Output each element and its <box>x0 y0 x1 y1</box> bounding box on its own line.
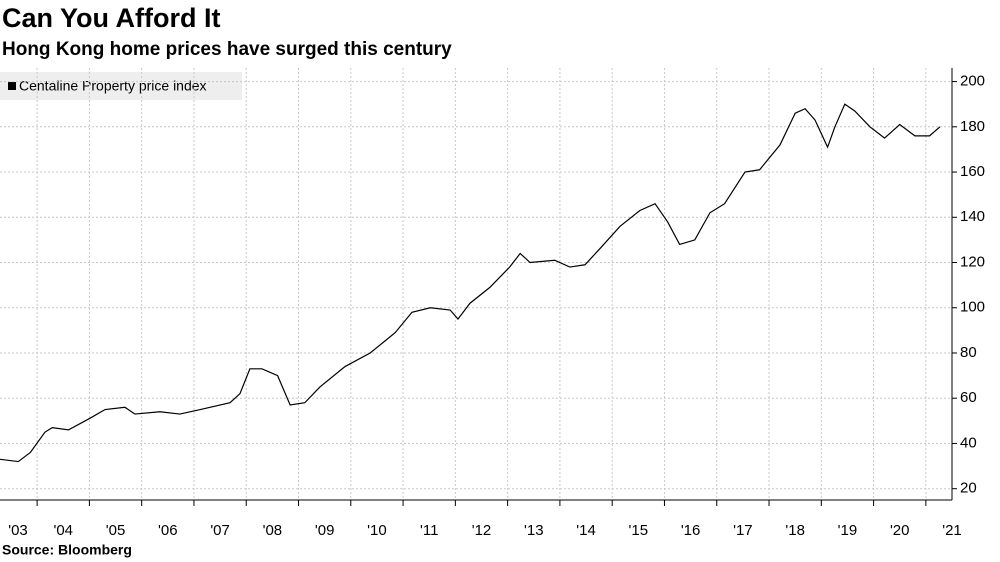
x-tick-label: '15 <box>629 522 649 539</box>
x-tick-label: '07 <box>210 522 230 539</box>
x-tick-label: '11 <box>420 522 438 539</box>
y-tick-label: 60 <box>960 389 977 406</box>
y-tick-label: 180 <box>960 118 985 135</box>
y-tick-label: 120 <box>960 253 985 270</box>
x-tick-label: '20 <box>890 522 910 539</box>
legend-swatch <box>8 82 16 90</box>
x-tick-label: '16 <box>681 522 701 539</box>
y-tick-label: 160 <box>960 163 985 180</box>
y-tick-label: 40 <box>960 434 977 451</box>
x-tick-label: '04 <box>53 522 73 539</box>
legend-box <box>0 72 242 100</box>
x-tick-label: '21 <box>942 522 962 539</box>
chart-title: Can You Afford It <box>2 3 220 33</box>
x-tick-label: '17 <box>733 522 753 539</box>
y-tick-label: 80 <box>960 344 977 361</box>
y-tick-label: 140 <box>960 208 985 225</box>
x-tick-label: '18 <box>785 522 805 539</box>
x-tick-label: '14 <box>576 522 596 539</box>
x-tick-label: '08 <box>263 522 283 539</box>
x-tick-label: '10 <box>367 522 387 539</box>
x-tick-label: '09 <box>315 522 335 539</box>
x-tick-label: '06 <box>158 522 178 539</box>
y-tick-label: 100 <box>960 299 985 316</box>
x-tick-label: '12 <box>472 522 492 539</box>
x-tick-label: '19 <box>838 522 858 539</box>
chart-subtitle: Hong Kong home prices have surged this c… <box>2 39 452 60</box>
series-line <box>0 103 941 463</box>
x-tick-label: '03 <box>8 522 28 539</box>
source: Source: Bloomberg <box>2 542 132 558</box>
y-tick-label: 200 <box>960 73 985 90</box>
legend-label: Centaline Property price index <box>19 78 207 94</box>
x-tick-label: '13 <box>524 522 544 539</box>
y-tick-label: 20 <box>960 480 977 497</box>
x-tick-label: '05 <box>106 522 126 539</box>
legend: Centaline Property price index <box>0 72 242 100</box>
